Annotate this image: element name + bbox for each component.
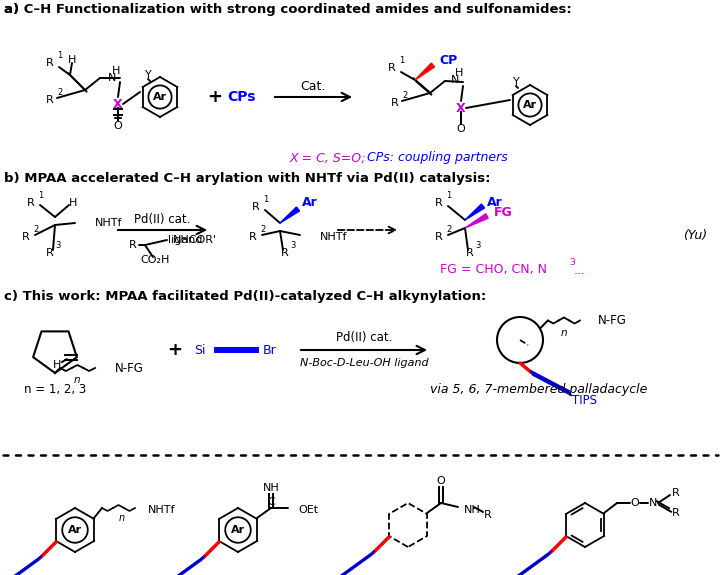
Text: 1: 1 <box>57 51 62 60</box>
Text: X: X <box>456 102 466 114</box>
Text: R: R <box>484 510 492 520</box>
Text: FG = CHO, CN, N: FG = CHO, CN, N <box>440 263 547 277</box>
Text: NH: NH <box>464 505 481 515</box>
Text: R: R <box>435 198 443 208</box>
Text: 2: 2 <box>446 225 451 234</box>
Text: NHTf: NHTf <box>148 505 175 515</box>
Text: R: R <box>388 63 396 73</box>
Text: N: N <box>451 75 459 85</box>
Text: R: R <box>27 198 35 208</box>
Text: 1: 1 <box>263 195 268 204</box>
Text: NH: NH <box>262 483 279 493</box>
Text: R: R <box>22 232 30 242</box>
Polygon shape <box>415 63 435 80</box>
Text: R: R <box>435 232 443 242</box>
Text: N-FG: N-FG <box>115 362 144 374</box>
Text: O: O <box>114 121 123 131</box>
Text: R: R <box>252 202 260 212</box>
Text: R: R <box>46 58 54 68</box>
Text: N-FG: N-FG <box>598 314 627 327</box>
Text: Si: Si <box>194 343 205 356</box>
Text: R: R <box>281 248 289 258</box>
Text: NHCOR': NHCOR' <box>173 235 217 245</box>
Text: Ar: Ar <box>487 197 503 209</box>
Text: (Yu): (Yu) <box>683 228 707 242</box>
Text: 1: 1 <box>399 56 404 65</box>
Polygon shape <box>465 214 488 228</box>
Text: CP: CP <box>440 53 458 67</box>
Text: n: n <box>119 513 125 523</box>
Text: N: N <box>108 73 116 83</box>
Text: 1: 1 <box>38 191 43 200</box>
Text: +: + <box>167 341 182 359</box>
Text: ...: ... <box>574 263 586 277</box>
Text: H: H <box>53 360 61 370</box>
Text: O: O <box>456 124 465 134</box>
Text: Ar: Ar <box>302 197 318 209</box>
Text: Ar: Ar <box>231 525 245 535</box>
Text: NHTf: NHTf <box>95 218 123 228</box>
Polygon shape <box>465 204 485 220</box>
Text: Cat.: Cat. <box>301 81 326 94</box>
Text: FG: FG <box>494 206 513 220</box>
Text: O: O <box>631 498 640 508</box>
Text: CO₂H: CO₂H <box>141 255 169 265</box>
Text: R: R <box>392 98 399 108</box>
Text: b) MPAA accelerated C–H arylation with NHTf via Pd(II) catalysis:: b) MPAA accelerated C–H arylation with N… <box>4 172 490 185</box>
Text: Ar: Ar <box>523 100 537 110</box>
Text: X: X <box>113 98 123 110</box>
Text: a): a) <box>4 3 24 16</box>
Text: 3: 3 <box>569 258 575 267</box>
Text: CPs: coupling partners: CPs: coupling partners <box>367 151 508 164</box>
Text: H: H <box>112 66 120 76</box>
Text: R: R <box>46 95 54 105</box>
Text: H: H <box>455 68 463 78</box>
Text: n = 1, 2, 3: n = 1, 2, 3 <box>24 384 86 397</box>
Text: Br: Br <box>263 343 277 356</box>
Text: R: R <box>249 232 257 242</box>
Text: R: R <box>466 248 474 258</box>
Text: 2: 2 <box>33 225 38 234</box>
Text: R: R <box>672 488 680 498</box>
Text: c) This work: MPAA facilitated Pd(II)-catalyzed C–H alkynylation:: c) This work: MPAA facilitated Pd(II)-ca… <box>4 290 486 303</box>
Text: CPs: CPs <box>228 90 256 104</box>
Text: NHTf: NHTf <box>320 232 348 242</box>
Text: H: H <box>68 198 77 208</box>
Text: N: N <box>649 498 657 508</box>
Text: ligand: ligand <box>168 235 203 245</box>
Text: H: H <box>68 55 76 65</box>
Text: 3: 3 <box>55 241 61 250</box>
Polygon shape <box>280 207 299 223</box>
Text: OEt: OEt <box>298 505 318 515</box>
Text: R: R <box>129 240 137 250</box>
Text: TIPS: TIPS <box>572 394 598 408</box>
Text: Y: Y <box>145 70 151 80</box>
Text: Y: Y <box>513 77 519 87</box>
Text: 3: 3 <box>290 241 296 250</box>
Text: X = C, S=O;: X = C, S=O; <box>290 151 371 164</box>
Text: Pd(II) cat.: Pd(II) cat. <box>134 213 190 225</box>
Text: 2: 2 <box>260 225 265 234</box>
Text: 2: 2 <box>402 91 407 100</box>
Text: Ar: Ar <box>68 525 82 535</box>
Text: C: C <box>267 497 275 507</box>
Text: R: R <box>672 508 680 518</box>
Text: via 5, 6, 7-membered palladacycle: via 5, 6, 7-membered palladacycle <box>430 384 647 397</box>
Text: Ar: Ar <box>153 92 167 102</box>
Text: +: + <box>208 88 223 106</box>
Text: 3: 3 <box>475 241 480 250</box>
Text: 2: 2 <box>57 88 62 97</box>
Text: a) C–H Functionalization with strong coordinated amides and sulfonamides:: a) C–H Functionalization with strong coo… <box>4 3 572 16</box>
Text: Pd(II) cat.: Pd(II) cat. <box>336 331 392 343</box>
Text: O: O <box>437 476 446 486</box>
Text: n: n <box>561 328 567 338</box>
Text: n: n <box>74 375 80 385</box>
Text: 1: 1 <box>446 191 451 200</box>
Text: N-Boc-D-Leu-OH ligand: N-Boc-D-Leu-OH ligand <box>300 358 428 368</box>
Text: R: R <box>46 248 54 258</box>
